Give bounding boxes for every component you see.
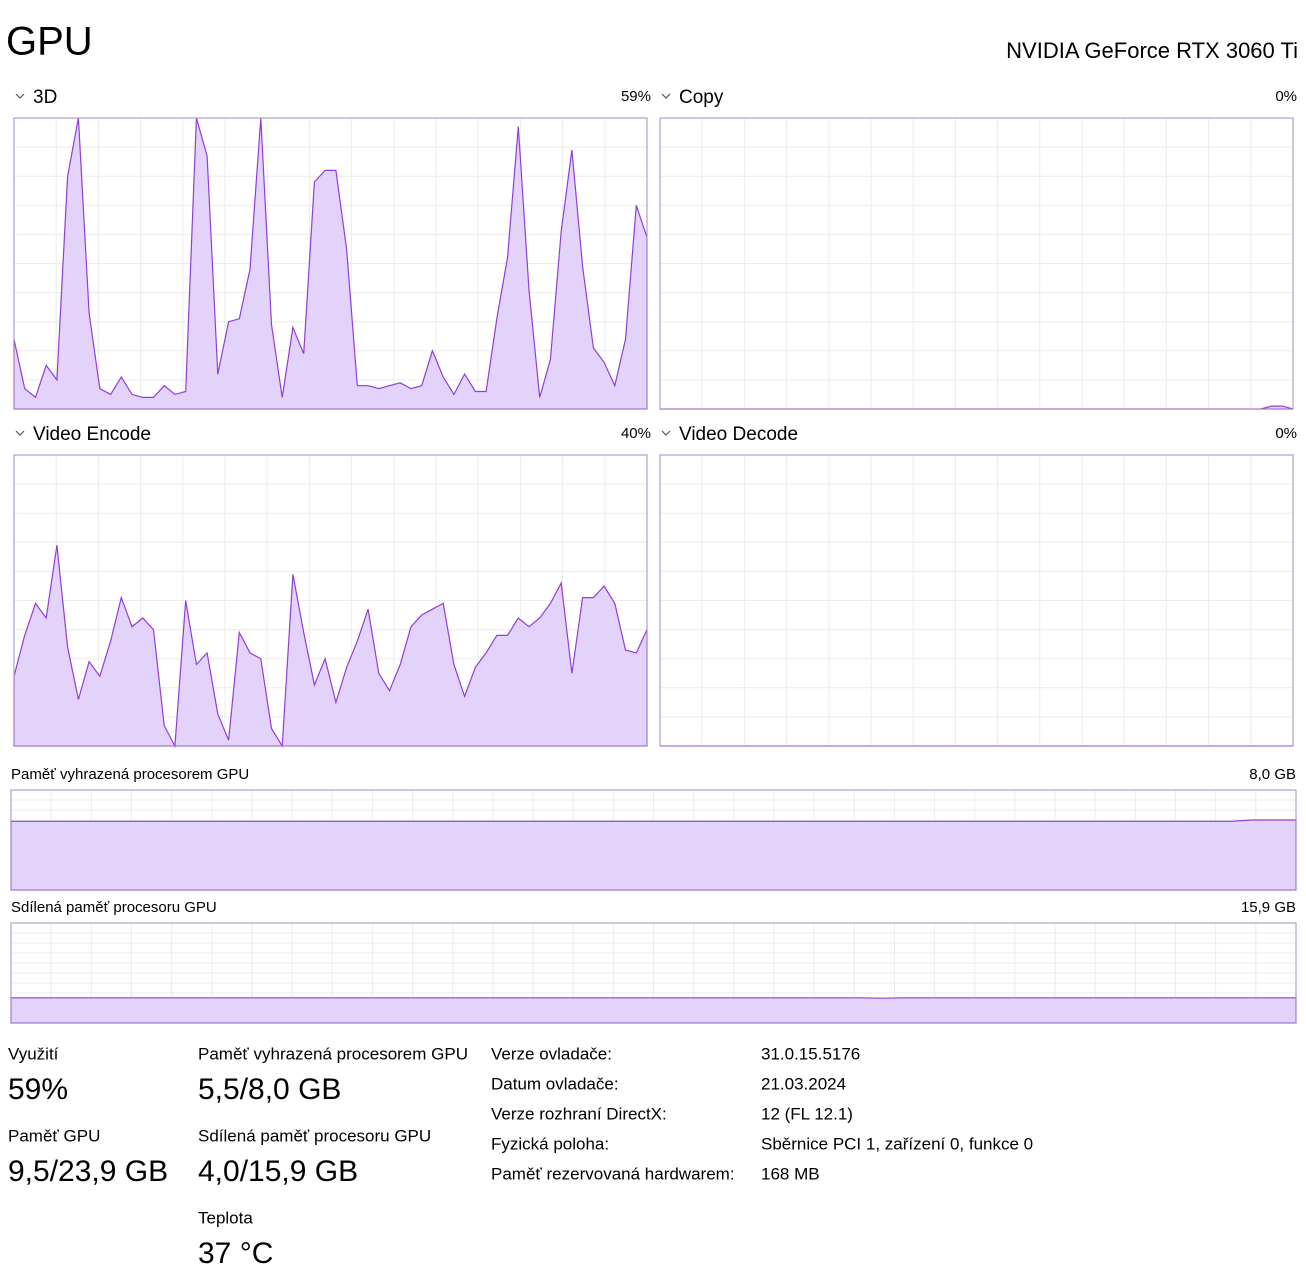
stat-value: 5,5/8,0 GB [198,1073,341,1106]
detail-value: 31.0.15.5176 [761,1044,860,1063]
stat-label: Paměť GPU [8,1126,100,1145]
detail-label: Verze ovladače: [491,1044,612,1063]
usage-area [10,997,1297,1024]
stat-label: Teplota [198,1208,253,1227]
graph-frame [13,454,648,747]
graph-current: 59% [621,88,651,105]
stat-value: 59% [8,1073,68,1106]
memory-graph-max: 8,0 GB [1249,766,1296,783]
graph-label[interactable]: Video Decode [679,424,798,445]
graph-label[interactable]: 3D [33,87,57,108]
usage-area [13,117,648,410]
stat-value: 37 °C [198,1237,273,1270]
stat-value: 9,5/23,9 GB [8,1155,168,1188]
stat-value: 4,0/15,9 GB [198,1155,358,1188]
usage-area [10,819,1297,891]
detail-value: Sběrnice PCI 1, zařízení 0, funkce 0 [761,1134,1033,1153]
detail-value: 168 MB [761,1164,820,1183]
graph-frame [659,454,1294,747]
graph-current: 0% [1275,425,1297,442]
graph-label[interactable]: Video Encode [33,424,151,445]
stat-label: Sdílená paměť procesoru GPU [198,1126,431,1145]
graph-current: 0% [1275,88,1297,105]
expand-chevron[interactable] [15,93,25,99]
stat-label: Paměť vyhrazená procesorem GPU [198,1044,468,1063]
graph-frame [659,117,1294,410]
expand-chevron[interactable] [661,93,671,99]
detail-value: 12 (FL 12.1) [761,1104,853,1123]
detail-label: Fyzická poloha: [491,1134,609,1153]
graph-current: 40% [621,425,651,442]
memory-graph-label: Sdílená paměť procesoru GPU [11,899,217,916]
usage-area [13,545,648,749]
graph-frame [10,922,1297,1024]
expand-chevron[interactable] [661,430,671,436]
stat-label: Využití [8,1044,59,1063]
graph-frame [10,789,1297,891]
detail-label: Paměť rezervovaná hardwarem: [491,1164,735,1183]
graph-label[interactable]: Copy [679,87,724,108]
device-name: NVIDIA GeForce RTX 3060 Ti [1006,38,1298,63]
memory-graph-max: 15,9 GB [1241,899,1296,916]
memory-graph-label: Paměť vyhrazená procesorem GPU [11,766,249,783]
page-title: GPU [6,20,93,64]
detail-label: Verze rozhraní DirectX: [491,1104,667,1123]
detail-value: 21.03.2024 [761,1074,846,1093]
graph-frame [13,117,648,410]
detail-label: Datum ovladače: [491,1074,619,1093]
expand-chevron[interactable] [15,430,25,436]
